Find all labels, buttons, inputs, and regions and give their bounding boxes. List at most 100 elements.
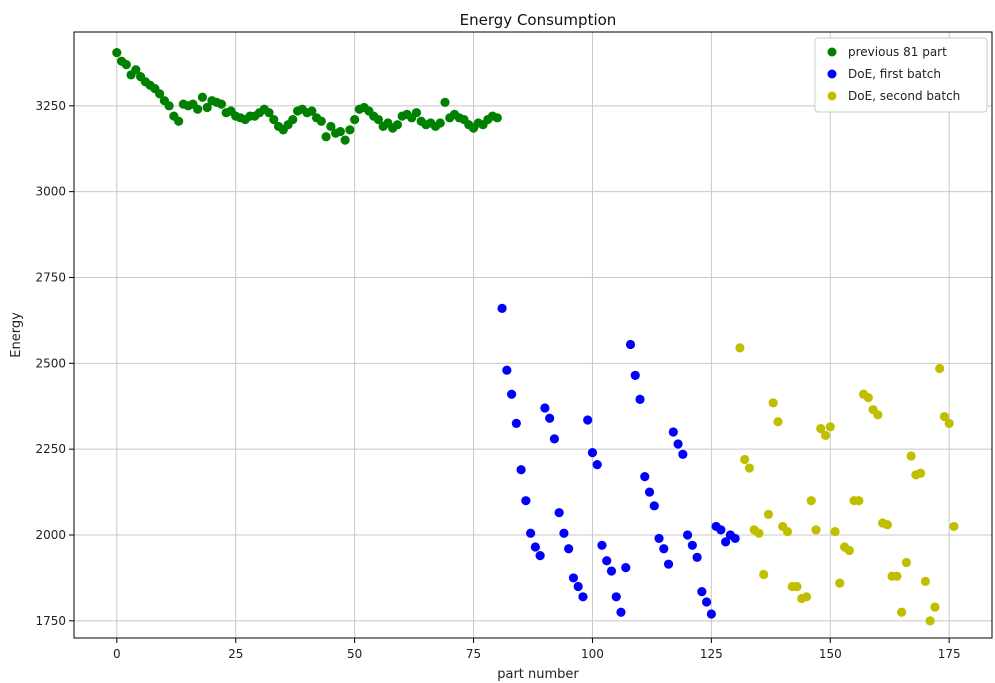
chart-title: Energy Consumption [460,11,617,29]
x-tick-label: 125 [700,647,723,661]
data-point [497,303,507,313]
data-point [811,525,821,535]
data-point [440,97,450,107]
data-point [164,101,174,111]
data-point [806,496,816,506]
data-point [216,99,227,109]
legend-label-previous: previous 81 part [848,45,947,59]
legend-marker-previous [827,47,837,57]
data-point [350,114,360,125]
data-point [925,616,935,626]
data-point [573,581,583,592]
data-point [897,607,907,617]
legend-marker-first-batch [827,69,837,79]
series-0 [112,48,502,145]
legend-label-second-batch: DoE, second batch [848,89,960,103]
data-point [549,434,560,444]
data-point [597,540,607,550]
data-point [540,403,550,413]
legend-label-first-batch: DoE, first batch [848,67,941,81]
data-point [692,552,702,562]
data-point [635,394,645,404]
x-tick-label: 100 [581,647,604,661]
data-point [706,609,716,619]
data-point [640,472,650,482]
data-point [697,587,707,597]
data-point [307,106,317,116]
y-tick-label: 3000 [35,185,66,199]
data-point [844,545,854,556]
data-points [112,48,959,626]
data-point [174,116,184,126]
data-point [545,413,555,423]
data-point [644,487,655,497]
data-point [392,120,403,130]
x-axis-ticks: 0 25 50 75 100 125 150 175 [113,638,961,661]
data-point [411,108,422,118]
series-1 [497,303,740,619]
y-tick-label: 2750 [35,270,66,284]
y-tick-label: 2500 [35,356,66,370]
data-point [578,592,588,602]
data-point [687,540,697,550]
legend: previous 81 part DoE, first batch DoE, s… [814,37,988,113]
data-point [606,566,617,576]
data-point [892,571,902,581]
data-point [782,526,793,537]
data-point [744,463,755,473]
data-point [326,121,336,132]
data-point [768,398,778,408]
x-tick-label: 175 [938,647,961,661]
data-point [621,563,631,573]
data-point [882,520,892,530]
data-point [901,557,911,568]
data-point [716,525,726,535]
data-point [155,89,165,99]
y-tick-label: 2000 [35,528,66,542]
data-point [345,125,355,135]
data-point [668,427,678,437]
data-point [721,537,731,547]
data-point [335,126,345,137]
data-point [611,592,621,602]
data-point [521,496,531,506]
y-tick-label: 1750 [35,614,66,628]
data-point [269,114,279,125]
data-point [792,581,802,592]
data-point [197,92,208,102]
data-point [511,418,521,429]
x-axis-label: part number [497,667,579,682]
data-point [554,508,564,518]
data-point [673,439,683,449]
data-point [630,370,640,380]
data-point [930,602,940,612]
data-point [602,556,612,566]
data-point [763,509,774,519]
data-point [587,447,598,458]
data-point [754,528,764,538]
data-point [906,451,916,461]
legend-marker-second-batch [827,91,837,101]
plot-frame [73,31,993,639]
data-point [568,573,579,583]
data-point [516,465,526,475]
x-tick-label: 150 [819,647,842,661]
data-point [830,526,840,537]
data-point [854,496,864,506]
data-point [559,528,569,538]
data-point [820,430,831,441]
data-point [702,597,712,607]
data-point [801,592,812,602]
x-tick-label: 50 [347,647,362,661]
data-point [492,113,502,123]
data-point [916,468,926,478]
data-point [373,114,384,125]
x-tick-label: 75 [466,647,481,661]
data-point [202,102,212,113]
data-point [735,343,745,353]
data-point [873,410,883,420]
data-point [121,60,131,70]
data-point [949,521,959,532]
y-tick-label: 3250 [35,99,66,113]
data-point [435,118,445,128]
